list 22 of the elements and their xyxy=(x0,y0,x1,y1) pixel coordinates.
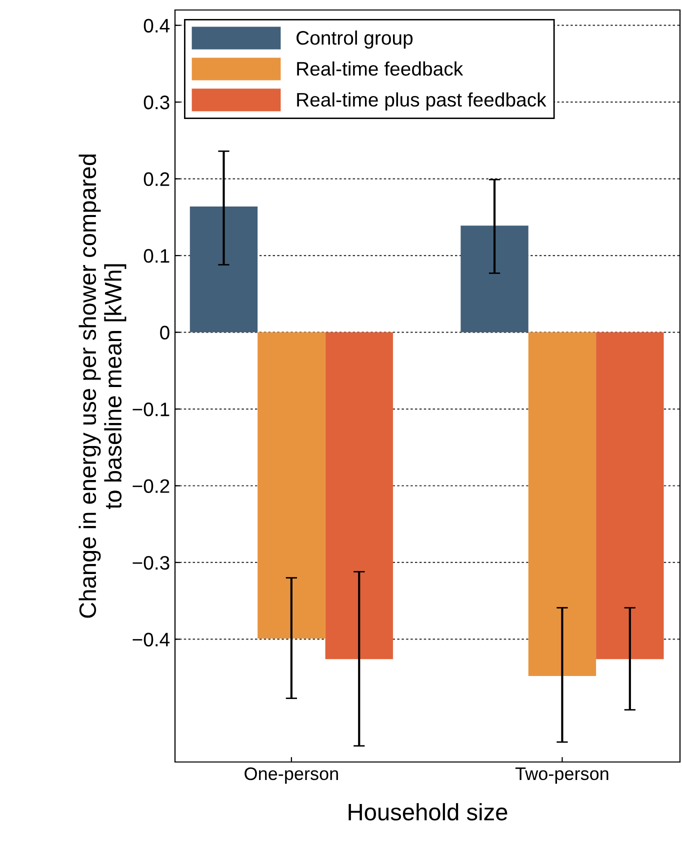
y-tick-label: 0.1 xyxy=(144,249,170,263)
y-tick-label: −0.4 xyxy=(132,632,170,646)
x-axis-title: Household size xyxy=(348,803,508,820)
x-tick-label: Two-person xyxy=(515,768,608,784)
y-tick-label: 0.3 xyxy=(144,96,170,110)
y-tick-label: 0.2 xyxy=(144,172,170,186)
bar xyxy=(325,332,393,660)
x-tick-label: One-person xyxy=(244,767,338,784)
y-tick-label: −0.2 xyxy=(132,479,170,493)
y-tick-label: 0 xyxy=(160,326,170,340)
bar xyxy=(258,332,326,638)
bar xyxy=(190,206,258,332)
bar xyxy=(528,332,596,676)
y-axis-title: Change in energy use per shower compared to baseline mean [kWh] xyxy=(78,154,126,618)
bar xyxy=(460,226,528,332)
legend-label: Real-time plus past feedback xyxy=(297,92,546,110)
y-tick-label: 0.4 xyxy=(144,18,170,33)
legend-label: Control group xyxy=(296,30,413,49)
y-tick-label: −0.1 xyxy=(132,402,170,416)
y-tick-label: −0.3 xyxy=(132,556,170,570)
legend-label: Real-time feedback xyxy=(297,61,464,76)
bar xyxy=(596,332,664,660)
